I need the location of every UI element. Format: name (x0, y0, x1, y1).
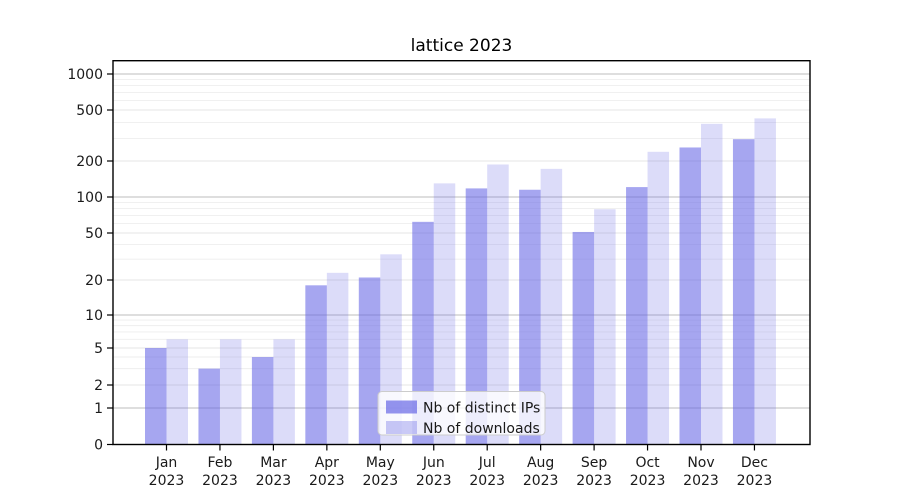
legend-label-downloads: Nb of downloads (423, 421, 540, 437)
y-tick-label-500: 500 (76, 103, 103, 119)
x-tick-label-month-Dec: Dec (741, 455, 768, 471)
x-tick-label-year-Jun: 2023 (416, 473, 452, 489)
x-tick-label-month-Jan: Jan (155, 455, 178, 471)
bar-distinct-ips-Apr-2023 (305, 285, 327, 445)
x-tick-label-year-Apr: 2023 (309, 473, 345, 489)
y-tick-label-50: 50 (85, 226, 103, 242)
x-tick-label-month-Apr: Apr (315, 455, 339, 471)
y-tick-label-1: 1 (94, 401, 103, 417)
x-tick-label-year-Aug: 2023 (523, 473, 559, 489)
x-tick-label-month-Jul: Jul (478, 455, 496, 471)
bar-distinct-ips-Sep-2023 (572, 231, 595, 445)
x-tick-label-month-Oct: Oct (635, 455, 660, 471)
bar-distinct-ips-Feb-2023 (198, 368, 220, 445)
y-tick-label-5: 5 (94, 341, 103, 357)
chart-title: lattice 2023 (410, 36, 513, 56)
y-tick-label-100: 100 (76, 190, 103, 206)
x-tick-label-month-Sep: Sep (581, 455, 608, 471)
x-tick-label-year-Sep: 2023 (576, 473, 612, 489)
y-tick-label-200: 200 (76, 154, 103, 170)
y-tick-label-1000: 1000 (67, 67, 103, 83)
x-tick-label-month-May: May (366, 455, 395, 471)
x-tick-label-year-Jul: 2023 (469, 473, 505, 489)
x-tick-label-year-Dec: 2023 (737, 473, 773, 489)
bar-downloads-Aug-2023 (540, 168, 563, 445)
x-tick-label-year-Mar: 2023 (256, 473, 292, 489)
bar-downloads-Nov-2023 (701, 123, 723, 445)
x-tick-label-month-Nov: Nov (687, 455, 714, 471)
y-tick-label-2: 2 (94, 378, 103, 394)
bar-downloads-Apr-2023 (326, 272, 349, 445)
bar-downloads-Feb-2023 (219, 339, 242, 445)
bar-distinct-ips-May-2023 (358, 277, 381, 445)
bar-distinct-ips-Oct-2023 (626, 187, 648, 445)
bar-downloads-Oct-2023 (647, 151, 670, 445)
legend-box (377, 391, 546, 436)
plot-frame (112, 60, 811, 446)
bar-distinct-ips-Aug-2023 (519, 189, 541, 445)
bar-distinct-ips-Jun-2023 (412, 221, 434, 445)
bar-downloads-Jun-2023 (433, 183, 456, 445)
legend-swatch-distinct-ips (386, 400, 417, 414)
bar-downloads-Jan-2023 (166, 339, 188, 445)
bar-downloads-Sep-2023 (594, 209, 616, 445)
bar-distinct-ips-Jul-2023 (465, 188, 488, 445)
y-tick-label-0: 0 (94, 438, 103, 454)
x-tick-label-month-Mar: Mar (260, 455, 287, 471)
x-tick-label-year-Jan: 2023 (149, 473, 185, 489)
bar-distinct-ips-Jan-2023 (145, 348, 167, 445)
x-tick-label-year-May: 2023 (362, 473, 398, 489)
x-tick-label-month-Feb: Feb (208, 455, 233, 471)
x-tick-label-year-Nov: 2023 (683, 473, 719, 489)
x-tick-label-year-Oct: 2023 (630, 473, 666, 489)
legend-label-distinct-ips: Nb of distinct IPs (423, 401, 540, 417)
bar-distinct-ips-Dec-2023 (732, 139, 755, 445)
bar-downloads-Mar-2023 (273, 339, 295, 445)
x-tick-label-month-Jun: Jun (422, 455, 445, 471)
bar-downloads-Jul-2023 (487, 164, 509, 445)
x-tick-label-year-Feb: 2023 (202, 473, 238, 489)
bar-distinct-ips-Mar-2023 (251, 357, 274, 445)
bar-downloads-Dec-2023 (754, 118, 776, 445)
y-tick-label-10: 10 (85, 308, 103, 324)
bar-distinct-ips-Nov-2023 (679, 147, 701, 445)
y-tick-label-20: 20 (85, 273, 103, 289)
x-tick-label-month-Aug: Aug (527, 455, 554, 471)
legend-swatch-downloads (386, 421, 417, 434)
